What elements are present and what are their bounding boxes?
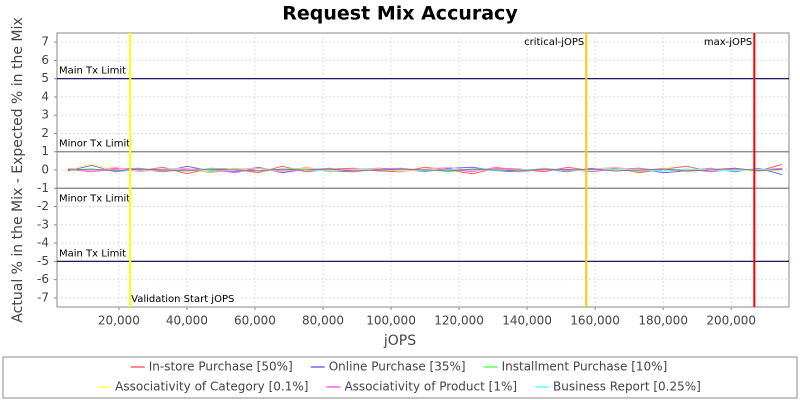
y-tick-label: 2	[41, 126, 49, 140]
y-tick-label: 6	[41, 53, 49, 67]
x-axis-label: jOPS	[383, 333, 416, 349]
y-tick-label: 0	[41, 163, 49, 177]
legend-label: In-store Purchase [50%]	[149, 360, 293, 374]
legend-box	[2, 356, 798, 399]
y-tick-label: 3	[41, 108, 49, 122]
series-line	[67, 167, 783, 172]
legend-label: Associativity of Category [0.1%]	[115, 380, 308, 394]
legend-label: Business Report [0.25%]	[553, 380, 701, 394]
x-tick-label: 80,000	[302, 314, 344, 328]
x-tick-label: 200,000	[706, 314, 756, 328]
y-tick-label: -6	[37, 272, 49, 286]
y-tick-label: -4	[37, 236, 49, 250]
y-tick-label: 5	[41, 71, 49, 85]
x-tick-label: 20,000	[98, 314, 140, 328]
y-tick-label: 7	[41, 35, 49, 49]
marker-label: critical-jOPS	[524, 37, 584, 48]
x-tick-label: 160,000	[570, 314, 620, 328]
y-tick-label: 1	[41, 144, 49, 158]
series-line	[67, 166, 783, 174]
limit-label: Minor Tx Limit	[59, 193, 130, 204]
y-tick-label: -3	[37, 217, 49, 231]
y-tick-label: -7	[37, 290, 49, 304]
x-tick-label: 140,000	[502, 314, 552, 328]
legend-label: Installment Purchase [10%]	[502, 360, 668, 374]
marker-label: Validation Start jOPS	[131, 294, 234, 305]
legend-label: Associativity of Product [1%]	[344, 380, 517, 394]
marker-label: max-jOPS	[704, 37, 752, 48]
y-axis-label: Actual % in the Mix - Expected % in the …	[10, 17, 26, 322]
chart-title: Request Mix Accuracy	[282, 3, 518, 25]
x-tick-label: 40,000	[166, 314, 208, 328]
x-tick-label: 120,000	[434, 314, 484, 328]
y-tick-label: -2	[37, 199, 49, 213]
x-tick-label: 100,000	[366, 314, 416, 328]
y-tick-label: -1	[37, 181, 49, 195]
limit-label: Main Tx Limit	[59, 66, 126, 77]
x-tick-label: 180,000	[638, 314, 688, 328]
y-tick-label: 4	[41, 89, 49, 103]
limit-label: Main Tx Limit	[59, 248, 126, 259]
x-tick-label: 60,000	[234, 314, 276, 328]
y-tick-label: -5	[37, 254, 49, 268]
series-line	[67, 164, 783, 176]
legend-label: Online Purchase [35%]	[329, 360, 466, 374]
limit-label: Minor Tx Limit	[59, 139, 130, 150]
